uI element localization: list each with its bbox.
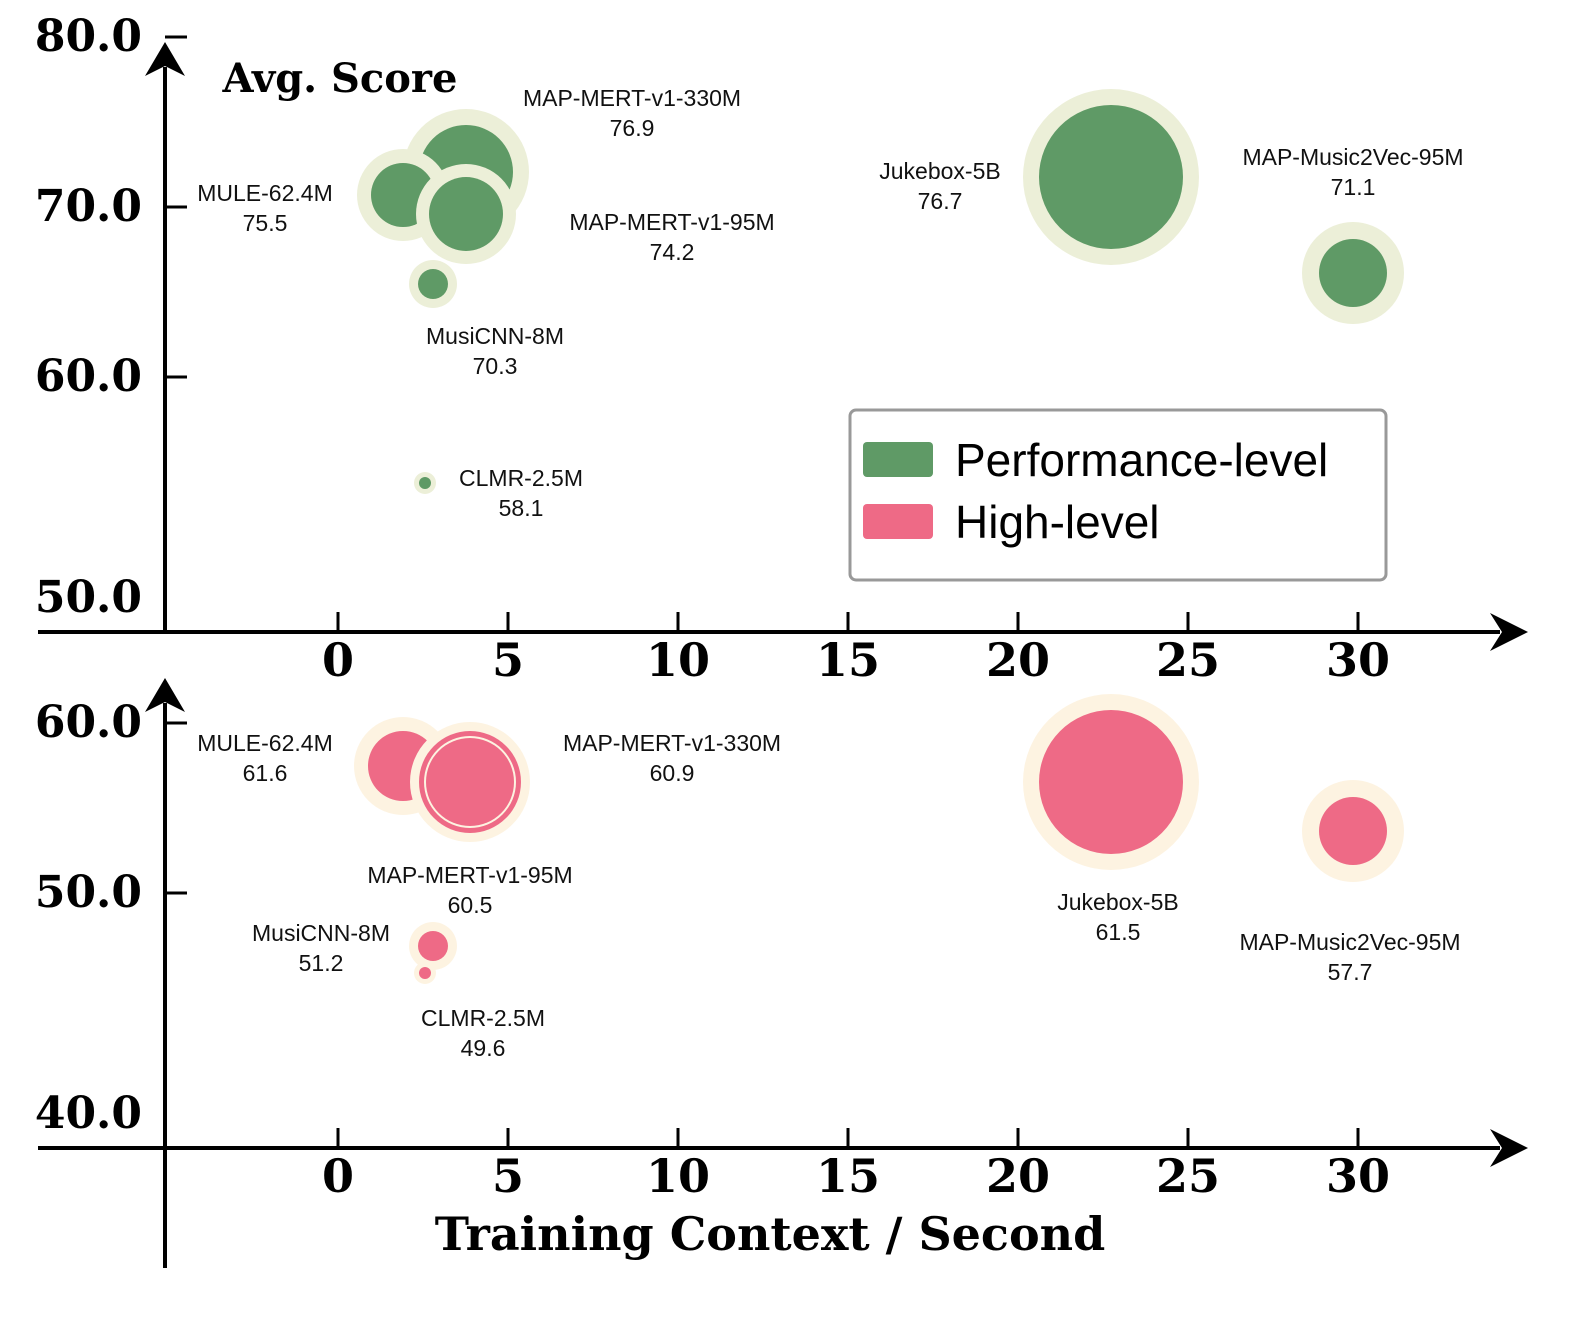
- performance-x-tick-label-30: 30: [1326, 633, 1390, 687]
- high-level-y-tick-label-40.0: 40.0: [35, 1088, 142, 1139]
- high-level-bubble-clmr-2-5m: [419, 967, 431, 979]
- high-level-label-value-clmr-2-5m: 49.6: [461, 1035, 506, 1061]
- high-level-label-model-map-music2vec-95m: MAP-Music2Vec-95M: [1239, 929, 1460, 955]
- high-level-label-value-jukebox-5b: 61.5: [1096, 919, 1141, 945]
- performance-label-value-musicnn-8m: 70.3: [473, 353, 518, 379]
- performance-x-tick-label-5: 5: [492, 633, 524, 687]
- performance-y-tick-label-50.0: 50.0: [35, 572, 142, 623]
- x-axis-title: Training Context / Second: [435, 1207, 1105, 1261]
- high-level-x-tick-label-15: 15: [816, 1149, 880, 1203]
- high-level-label-value-map-music2vec-95m: 57.7: [1328, 959, 1373, 985]
- high-level-label-value-map-mert-v1-330m: 60.9: [650, 760, 695, 786]
- performance-label-value-jukebox-5b: 76.7: [918, 188, 963, 214]
- y-axis-title: Avg. Score: [222, 55, 458, 102]
- performance-label-model-mule-62-4m: MULE-62.4M: [197, 180, 332, 206]
- performance-label-value-map-mert-v1-330m: 76.9: [610, 115, 655, 141]
- performance-x-tick-label-25: 25: [1156, 633, 1220, 687]
- performance-label-model-clmr-2-5m: CLMR-2.5M: [459, 465, 583, 491]
- high-level-label-value-musicnn-8m: 51.2: [299, 950, 344, 976]
- performance-bubble-map-music2vec-95m: [1319, 239, 1387, 307]
- high-level-label-value-map-mert-v1-95m: 60.5: [448, 892, 493, 918]
- performance-x-tick-label-20: 20: [986, 633, 1050, 687]
- high-level-y-tick-label-50.0: 50.0: [35, 867, 142, 918]
- high-level-bubble-map-mert-v1-330m: [426, 738, 514, 826]
- high-level-x-axis-arrow: [1490, 1129, 1528, 1167]
- high-level-label-model-map-mert-v1-95m: MAP-MERT-v1-95M: [367, 862, 572, 888]
- performance-label-value-map-mert-v1-95m: 74.2: [650, 239, 695, 265]
- chart-marks: 0 5 10 15 20 25 30 50.0 60.0 70.0 80.0 MAP-MERT-v1-…: [35, 11, 1528, 1268]
- high-level-x-tick-label-5: 5: [492, 1149, 524, 1203]
- performance-label-value-clmr-2-5m: 58.1: [499, 495, 544, 521]
- performance-y-tick-label-80.0: 80.0: [35, 11, 142, 62]
- performance-bubble-map-mert-v1-95m: [429, 177, 503, 251]
- performance-y-tick-label-70.0: 70.0: [35, 181, 142, 232]
- legend-label-performance-level: Performance-level: [955, 434, 1328, 486]
- legend-box: [848, 408, 1388, 582]
- performance-label-value-map-music2vec-95m: 71.1: [1331, 174, 1376, 200]
- high-level-label-model-map-mert-v1-330m: MAP-MERT-v1-330M: [563, 730, 781, 756]
- legend-label-high-level: High-level: [955, 496, 1160, 548]
- high-level-bubble-map-music2vec-95m: [1319, 797, 1387, 865]
- performance-bubble-jukebox-5b: [1039, 105, 1183, 249]
- high-level-bubble-musicnn-8m: [418, 931, 448, 961]
- high-level-label-value-mule-62-4m: 61.6: [243, 760, 288, 786]
- high-level-label-model-jukebox-5b: Jukebox-5B: [1057, 889, 1178, 915]
- performance-label-model-jukebox-5b: Jukebox-5B: [879, 158, 1000, 184]
- performance-x-tick-label-0: 0: [322, 633, 354, 687]
- high-level-y-tick-label-60.0: 60.0: [35, 697, 142, 748]
- performance-label-value-mule-62-4m: 75.5: [243, 210, 288, 236]
- performance-y-axis-arrow: [145, 42, 185, 76]
- legend-swatch-high-level: [863, 504, 933, 539]
- performance-label-model-musicnn-8m: MusiCNN-8M: [426, 323, 564, 349]
- high-level-bubble-jukebox-5b: [1039, 710, 1183, 854]
- high-level-x-tick-label-25: 25: [1156, 1149, 1220, 1203]
- high-level-x-tick-label-0: 0: [322, 1149, 354, 1203]
- high-level-y-axis-arrow: [145, 678, 185, 712]
- performance-bubble-clmr-2-5m: [419, 477, 431, 489]
- performance-x-tick-label-10: 10: [646, 633, 710, 687]
- performance-bubble-musicnn-8m: [418, 269, 448, 299]
- performance-x-axis-arrow: [1490, 613, 1528, 651]
- high-level-label-model-musicnn-8m: MusiCNN-8M: [252, 920, 390, 946]
- high-level-label-model-mule-62-4m: MULE-62.4M: [197, 730, 332, 756]
- high-level-x-tick-label-30: 30: [1326, 1149, 1390, 1203]
- performance-label-model-map-mert-v1-95m: MAP-MERT-v1-95M: [569, 209, 774, 235]
- high-level-x-tick-label-20: 20: [986, 1149, 1050, 1203]
- high-level-x-tick-label-10: 10: [646, 1149, 710, 1203]
- high-level-label-model-clmr-2-5m: CLMR-2.5M: [421, 1005, 545, 1031]
- performance-x-tick-label-15: 15: [816, 633, 880, 687]
- performance-label-model-map-mert-v1-330m: MAP-MERT-v1-330M: [523, 85, 741, 111]
- legend-swatch-performance-level: [863, 442, 933, 477]
- performance-label-model-map-music2vec-95m: MAP-Music2Vec-95M: [1242, 144, 1463, 170]
- performance-y-tick-label-60.0: 60.0: [35, 351, 142, 402]
